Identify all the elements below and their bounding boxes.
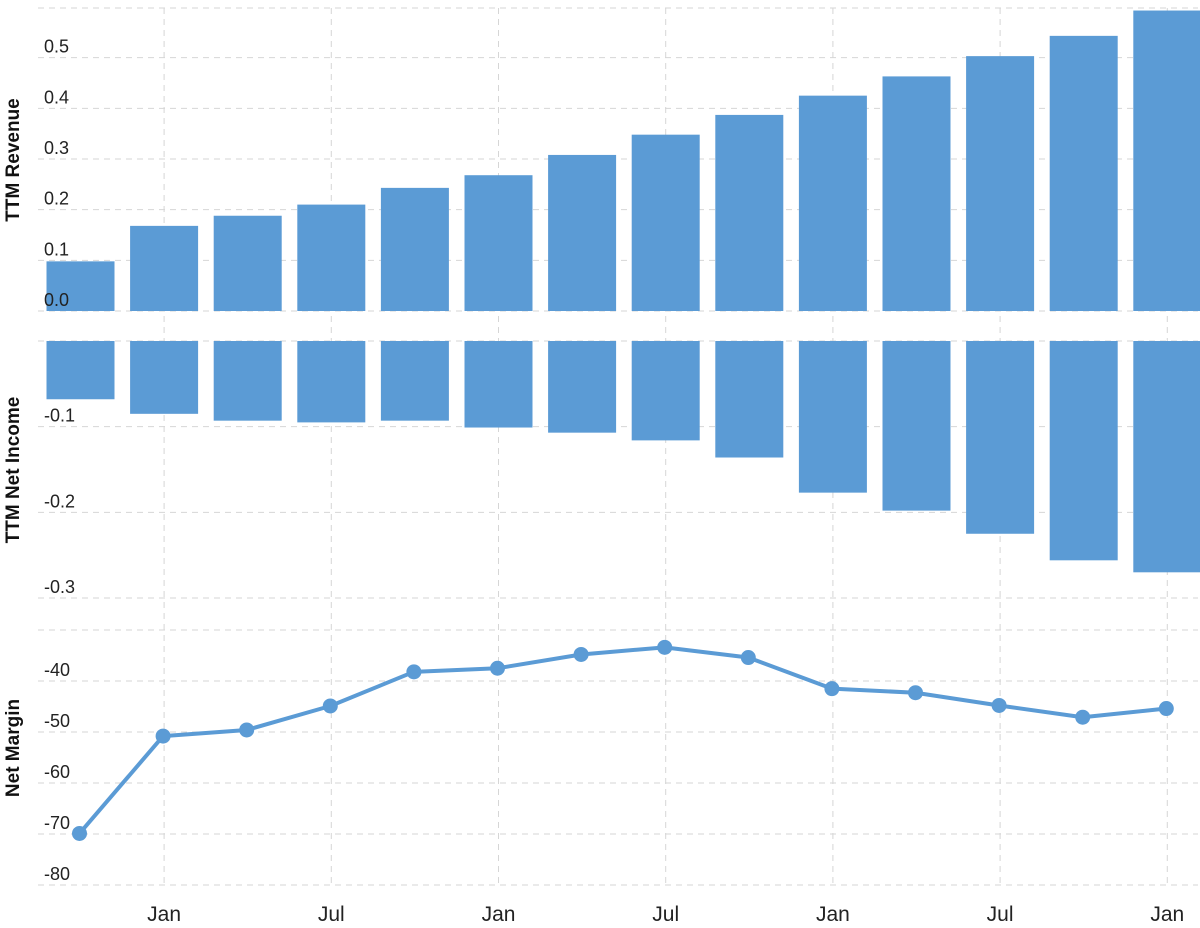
net-income-bar <box>966 341 1035 534</box>
net-margin-tick-label: -40 <box>44 660 70 680</box>
net-margin-point <box>490 660 505 676</box>
revenue-bar <box>213 215 282 311</box>
net-margin-tick-label: -60 <box>44 762 70 782</box>
revenue-tick-label: 0.1 <box>44 239 69 259</box>
net-margin-point <box>239 722 255 738</box>
revenue-tick-label: 0.0 <box>44 290 69 310</box>
revenue-bar <box>380 187 449 311</box>
revenue-bar <box>548 154 617 311</box>
net-income-bar <box>798 341 867 493</box>
net-margin-point <box>406 664 422 680</box>
revenue-bar <box>46 261 115 311</box>
net-margin-point <box>740 650 756 666</box>
revenue-bar <box>1133 10 1200 312</box>
net-income-bar <box>213 341 282 421</box>
revenue-bar <box>1049 35 1118 311</box>
net-income-bar <box>1049 341 1118 561</box>
x-tick-label: Jul <box>318 903 345 926</box>
revenue-axis-title: TTM Revenue <box>3 98 24 222</box>
revenue-bar <box>297 204 366 311</box>
net-margin-point <box>72 825 87 841</box>
net-margin-tick-label: -70 <box>44 813 70 833</box>
net-margin-point <box>908 685 923 701</box>
revenue-bar <box>130 225 199 311</box>
revenue-bar <box>882 76 951 311</box>
net-margin-point <box>657 639 673 655</box>
net-income-bar <box>46 341 115 400</box>
revenue-tick-label: 0.5 <box>44 37 69 57</box>
x-tick-label: Jul <box>987 903 1014 926</box>
net-income-bar <box>1133 341 1200 573</box>
revenue-bar <box>464 175 533 311</box>
net-margin-line <box>72 639 1174 841</box>
revenue-bar <box>966 56 1035 311</box>
net-income-bar <box>715 341 784 458</box>
revenue-bar <box>715 114 784 311</box>
net-income-bar <box>882 341 951 511</box>
tick-labels: 0.0 0.1 0.2 0.3 0.4 0.5 -0.1 -0.2 -0.3 -40 -50 -60 -… <box>44 37 1184 926</box>
net-income-tick-label: -0.1 <box>44 406 75 426</box>
net-margin-point <box>1075 709 1091 725</box>
net-income-bar <box>464 341 533 428</box>
x-tick-label: Jan <box>816 903 850 926</box>
net-income-bar <box>548 341 617 433</box>
net-income-tick-label: -0.3 <box>44 577 75 597</box>
net-margin-axis-title: Net Margin <box>3 699 24 797</box>
x-tick-label: Jan <box>482 903 516 926</box>
net-income-bar <box>631 341 700 441</box>
revenue-tick-label: 0.4 <box>44 87 69 107</box>
revenue-bar <box>798 95 867 311</box>
net-margin-point <box>824 681 840 697</box>
net-margin-tick-label: -50 <box>44 711 70 731</box>
net-income-bar <box>297 341 366 423</box>
net-margin-tick-label: -80 <box>44 864 70 884</box>
revenue-tick-label: 0.2 <box>44 189 69 209</box>
net-margin-series-line <box>77 645 1167 835</box>
net-margin-point <box>322 698 338 714</box>
x-tick-label: Jan <box>147 903 181 926</box>
bars <box>46 10 1200 573</box>
revenue-tick-label: 0.3 <box>44 138 69 158</box>
x-tick-label: Jan <box>1150 903 1184 926</box>
net-margin-point <box>1158 701 1174 717</box>
revenue-bar <box>631 134 700 311</box>
net-margin-point <box>155 728 171 744</box>
net-income-tick-label: -0.2 <box>44 491 75 511</box>
net-income-bar <box>380 341 449 421</box>
x-tick-label: Jul <box>652 903 679 926</box>
net-margin-point <box>991 697 1007 713</box>
net-margin-point <box>573 646 589 662</box>
net-income-axis-title: TTM Net Income <box>3 397 24 544</box>
net-income-bar <box>130 341 199 414</box>
